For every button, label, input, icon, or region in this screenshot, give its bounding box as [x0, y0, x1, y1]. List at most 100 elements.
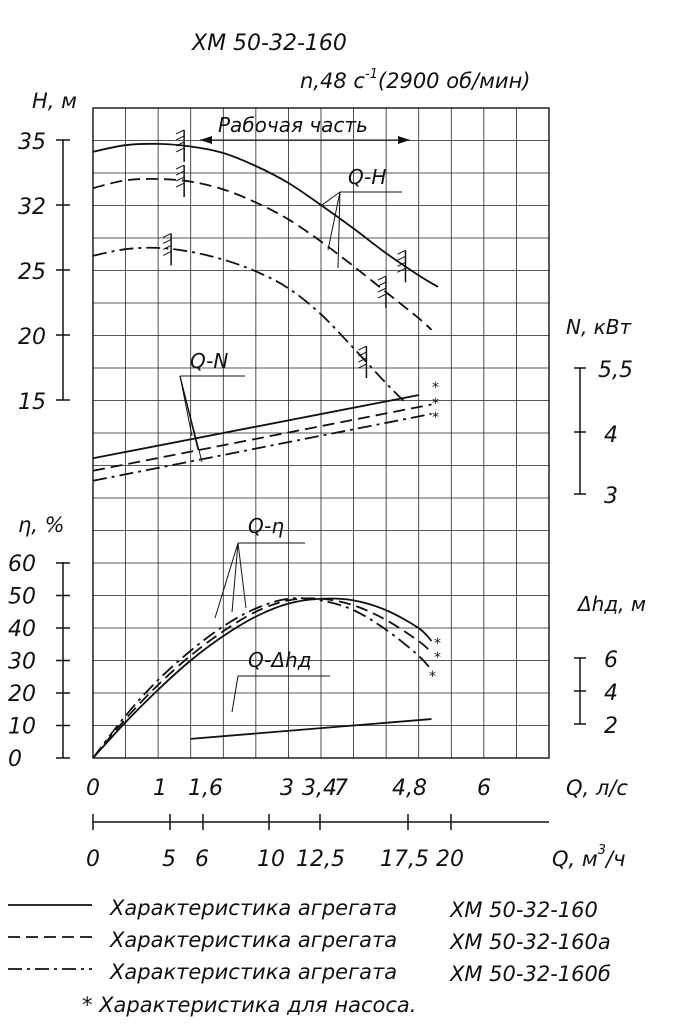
- q-ls-axis-label: Q, л/с: [566, 776, 628, 800]
- work-zone-hatch-2-0-1: [162, 239, 172, 244]
- q-ls-tick-4-8: 4,8: [392, 776, 427, 801]
- work-zone-hatch-0-0-1: [175, 135, 185, 141]
- work-zone-hatch-2-1-2: [358, 357, 367, 363]
- dh-axis-ticks: 6 4 2: [574, 648, 618, 739]
- work-zone-hatch-2-1-1: [358, 351, 367, 357]
- q-ls-tick-6: 6: [477, 776, 491, 801]
- eta-axis-label: η, %: [18, 513, 65, 537]
- legend-model-3: ХМ 50-32-160б: [449, 962, 611, 986]
- q-m3h-tick-20: 20: [436, 847, 464, 872]
- legend-text-2: Характеристика агрегата: [109, 928, 397, 952]
- h-tick-label-20: 20: [18, 325, 46, 350]
- work-zone-label-group: Рабочая часть: [200, 113, 410, 144]
- work-zone-hatch-1-0-2: [175, 176, 185, 182]
- q-m3h-tick-10: 10: [257, 847, 285, 872]
- qh-curve-1: [92, 177, 433, 331]
- work-zone-hatch-0-1-1: [397, 255, 406, 261]
- speed-label-rpm: (2900 об/мин): [378, 69, 531, 93]
- q-ls-ticks: 0 1 1,6 3 3,4 7 4,8 6 Q, л/с: [86, 776, 628, 801]
- label-q-n-group: Q-N: [179, 349, 245, 463]
- eta-tick-label-30: 30: [8, 650, 36, 675]
- label-q-eta-leader-1: [214, 542, 239, 619]
- q-m3h-axis-label-unit: /ч: [604, 847, 625, 871]
- asterisk-qeta-2: *: [434, 650, 441, 666]
- q-m3h-tick-6: 6: [195, 847, 209, 872]
- q-ls-tick-3-4: 3,4: [302, 776, 337, 801]
- q-m3h-tick-17-5: 17,5: [380, 847, 429, 872]
- work-zone-marks: [162, 129, 407, 379]
- label-q-h-leader-2: [327, 191, 341, 251]
- n-tick-label-4: 4: [604, 423, 618, 448]
- label-q-h-group: Q-H: [321, 165, 402, 269]
- qeta-curve-2: [92, 597, 433, 759]
- qdh-curve: [190, 718, 432, 740]
- dh-tick-label-6: 6: [604, 648, 618, 673]
- work-zone-hatch-2-1-3: [358, 363, 367, 369]
- chart-curves: [92, 142, 439, 759]
- work-zone-hatch-1-1-0: [377, 275, 387, 281]
- legend-text-1: Характеристика агрегата: [109, 896, 397, 920]
- label-q-eta: Q-η: [248, 514, 284, 538]
- legend-model-2: ХМ 50-32-160а: [449, 930, 611, 954]
- asterisk-qn-1: *: [432, 380, 439, 396]
- eta-tick-label-20: 20: [8, 682, 36, 707]
- h-tick-label-15: 15: [18, 390, 46, 415]
- h-tick-label-32: 32: [18, 195, 46, 220]
- label-q-eta-leader-2: [231, 542, 239, 613]
- work-zone-hatch-0-1-0: [397, 249, 406, 255]
- chart-frame: [92, 107, 550, 759]
- work-zone-hatch-0-1-2: [397, 261, 406, 267]
- eta-axis-ticks: 60 50 40 30 20 10 0: [8, 552, 70, 772]
- q-ls-tick-7: 7: [334, 776, 348, 801]
- asterisk-qn-3: *: [432, 410, 439, 426]
- label-q-dh-group: Q-Δhд: [231, 648, 330, 713]
- qn-curve-1: [92, 403, 432, 472]
- work-zone-hatch-1-1-2: [377, 287, 387, 293]
- label-q-n: Q-N: [190, 349, 228, 373]
- q-ls-tick-3: 3: [280, 776, 294, 801]
- work-zone-hatch-1-0-3: [175, 182, 185, 188]
- qh-curve-2: [92, 246, 407, 404]
- label-q-h: Q-H: [348, 165, 386, 189]
- work-zone-hatch-0-1-3: [397, 267, 406, 273]
- q-m3h-axis-label: Q, м3/ч: [552, 843, 626, 871]
- work-zone-label: Рабочая часть: [218, 113, 368, 137]
- legend: Характеристика агрегата Характеристика а…: [8, 896, 611, 1017]
- asterisk-qeta-3: *: [429, 669, 436, 685]
- n-tick-label-5-5: 5,5: [598, 358, 633, 383]
- n-axis-ticks: 5,5 4 3: [574, 358, 633, 509]
- pump-asterisks: * * * * * *: [429, 380, 441, 685]
- work-zone-hatch-2-1-0: [358, 345, 367, 351]
- q-ls-tick-1: 1: [153, 776, 167, 801]
- eta-tick-label-60: 60: [8, 552, 36, 577]
- qn-curve-0: [92, 394, 419, 460]
- work-zone-hatch-2-0-0: [162, 233, 172, 238]
- asterisk-qn-2: *: [432, 396, 439, 412]
- speed-label-exponent: -1: [365, 67, 378, 82]
- label-q-n-leader-3: [179, 375, 203, 463]
- qeta-curve-1: [92, 597, 433, 759]
- work-zone-hatch-1-1-3: [377, 293, 387, 299]
- q-ls-tick-0: 0: [86, 776, 100, 801]
- work-zone-hatch-0-0-2: [175, 141, 185, 147]
- work-zone-hatch-1-1-1: [377, 281, 387, 287]
- q-m3h-tick-12-5: 12,5: [296, 847, 345, 872]
- legend-text-3: Характеристика агрегата: [109, 960, 397, 984]
- q-m3h-axis-label-exp: 3: [598, 843, 606, 858]
- h-axis-label: Н, м: [32, 89, 77, 113]
- work-zone-hatch-1-0-0: [175, 164, 185, 170]
- speed-label: n,48 с-1(2900 об/мин): [300, 67, 531, 93]
- work-zone-hatch-0-0-3: [175, 147, 185, 153]
- dh-tick-label-2: 2: [604, 714, 618, 739]
- eta-tick-label-50: 50: [8, 585, 36, 610]
- qn-curve-2: [92, 412, 432, 482]
- work-zone-arrow-left: [200, 136, 212, 144]
- asterisk-qeta-1: *: [434, 636, 441, 652]
- chart-title: ХМ 50-32-160: [191, 31, 347, 56]
- q-m3h-ticks: 0 5 6 10 12,5 17,5 20 Q, м3/ч: [86, 814, 626, 872]
- work-zone-arrow-right: [398, 136, 410, 144]
- label-q-eta-leader-3: [237, 542, 247, 609]
- eta-tick-label-0: 0: [8, 747, 22, 772]
- label-q-h-leader-3: [337, 191, 341, 269]
